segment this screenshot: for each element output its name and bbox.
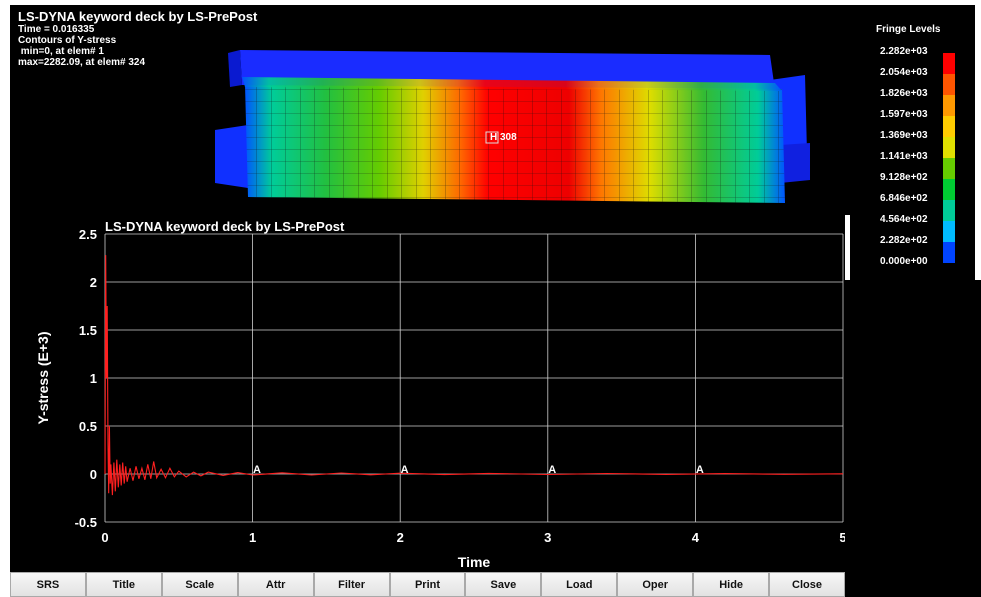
title-button[interactable]: Title [85, 572, 162, 597]
x-tick-label: 2 [397, 530, 404, 545]
model-mesh: H 308 [215, 50, 810, 203]
fringe-segment [943, 74, 955, 96]
x-tick-label: 3 [544, 530, 551, 545]
fringe-title: Fringe Levels [876, 24, 941, 35]
info-time: Time = 0.016335 [18, 24, 95, 35]
history-node-label: H 308 [490, 132, 517, 143]
fringe-level-label: 2.282e+02 [880, 235, 928, 246]
history-node-marker [485, 131, 499, 144]
filter-button[interactable]: Filter [313, 572, 390, 597]
x-tick-label: 1 [249, 530, 256, 545]
fringe-level-label: 4.564e+02 [880, 214, 928, 225]
fringe-level-label: 1.826e+03 [880, 88, 928, 99]
fringe-level-label: 1.141e+03 [880, 151, 928, 162]
y-tick-label: 1.5 [79, 323, 97, 338]
load-button[interactable]: Load [541, 572, 618, 597]
attr-button[interactable]: Attr [237, 572, 314, 597]
fringe-segment [943, 200, 955, 222]
scale-button[interactable]: Scale [161, 572, 238, 597]
save-button[interactable]: Save [465, 572, 542, 597]
model-title: LS-DYNA keyword deck by LS-PrePost [18, 9, 258, 24]
fringe-level-label: 9.128e+02 [880, 172, 928, 183]
fringe-segment [943, 221, 955, 243]
fringe-level-label: 1.369e+03 [880, 130, 928, 141]
curve-marker-label: A [696, 464, 704, 476]
y-tick-label: 0.5 [79, 419, 97, 434]
oper-button[interactable]: Oper [617, 572, 694, 597]
model-header: LS-DYNA keyword deck by LS-PrePost Time … [18, 9, 257, 68]
x-tick-label: 5 [839, 530, 845, 545]
print-button[interactable]: Print [389, 572, 466, 597]
y-tick-label: 2 [90, 275, 97, 290]
y-tick-label: 0 [90, 467, 97, 482]
info-max: max=2282.09, at elem# 324 [18, 57, 146, 68]
y-tick-label: 1 [90, 371, 97, 386]
background-panel [845, 280, 981, 597]
fringe-segment [943, 179, 955, 201]
fringe-level-label: 2.282e+03 [880, 46, 928, 57]
y-tick-label: 2.5 [79, 227, 97, 242]
curve-marker-label: A [253, 464, 261, 476]
fringe-segment [943, 116, 955, 138]
fringe-level-label: 2.054e+03 [880, 67, 928, 78]
fringe-segment [943, 158, 955, 180]
curve-marker-label: A [548, 464, 556, 476]
fringe-segment [943, 53, 955, 75]
fringe-level-label: 0.000e+00 [880, 256, 928, 267]
srs-button[interactable]: SRS [10, 572, 86, 597]
fringe-segment [943, 137, 955, 159]
xy-plot-panel: LS-DYNA keyword deck by LS-PrePost 0 1 2 3 4 5… [10, 214, 845, 572]
x-tick-label: 4 [692, 530, 700, 545]
series-line [104, 255, 844, 496]
y-tick-label: -0.5 [75, 515, 97, 530]
x-tick-label: 0 [101, 530, 108, 545]
xy-plot[interactable]: LS-DYNA keyword deck by LS-PrePost 0 1 2 3 4 5… [10, 214, 845, 572]
info-contours: Contours of Y-stress [18, 35, 117, 46]
fringe-level-label: 6.846e+02 [880, 193, 928, 204]
x-axis-label: Time [458, 554, 491, 570]
curve-marker-label: A [401, 464, 409, 476]
fringe-segment [943, 95, 955, 117]
y-axis-label: Y-stress (E+3) [35, 332, 51, 425]
plot-title: LS-DYNA keyword deck by LS-PrePost [105, 219, 345, 234]
info-min: min=0, at elem# 1 [18, 46, 104, 57]
fringe-color-bar [943, 53, 955, 263]
hide-button[interactable]: Hide [693, 572, 770, 597]
plot-toolbar: SRS Title Scale Attr Filter Print Save L… [10, 572, 845, 597]
close-button[interactable]: Close [769, 572, 845, 597]
fringe-segment [943, 242, 955, 263]
model-viewport[interactable]: H 308 [10, 5, 975, 215]
fringe-level-label: 1.597e+03 [880, 109, 928, 120]
